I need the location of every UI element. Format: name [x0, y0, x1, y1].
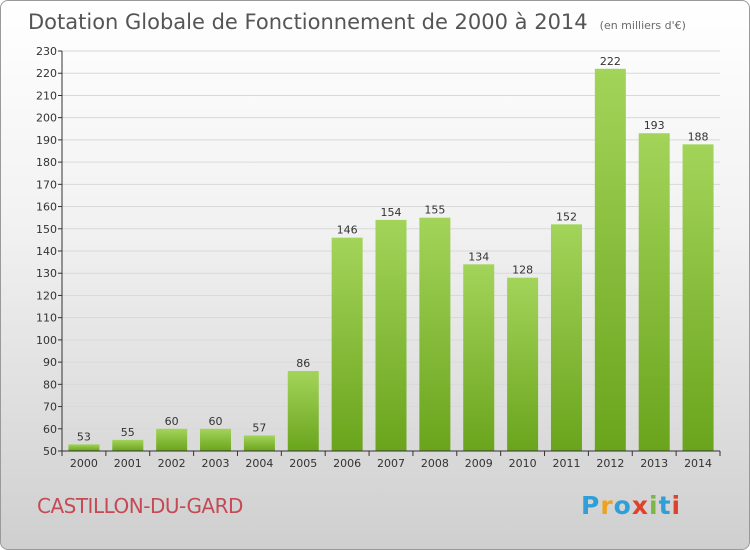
- commune-name: CASTILLON-DU-GARD: [37, 494, 243, 518]
- bar: [550, 224, 582, 451]
- logo-letter: t: [658, 491, 672, 520]
- logo-letter: r: [600, 491, 614, 520]
- x-tick-label: 2001: [114, 457, 142, 470]
- bar: [594, 68, 626, 452]
- bar: [419, 217, 451, 451]
- logo-letter: o: [613, 491, 632, 520]
- bar: [507, 277, 539, 451]
- x-tick-label: 2007: [377, 457, 405, 470]
- y-tick-label: 70: [43, 401, 57, 414]
- y-tick-label: 50: [43, 445, 57, 458]
- x-tick-label: 2000: [70, 457, 98, 470]
- y-tick-label: 120: [36, 289, 57, 302]
- y-tick-label: 210: [36, 89, 57, 102]
- bar: [463, 264, 495, 451]
- bar: [638, 133, 670, 451]
- y-tick-label: 180: [36, 156, 57, 169]
- bar: [243, 435, 275, 451]
- bar: [375, 219, 407, 451]
- bars: [68, 68, 714, 452]
- x-tick-label: 2012: [596, 457, 624, 470]
- y-tick-label: 90: [43, 356, 57, 369]
- y-tick-label: 220: [36, 67, 57, 80]
- x-tick-label: 2011: [552, 457, 580, 470]
- logo-letter: i: [649, 491, 659, 520]
- data-label: 193: [644, 119, 665, 132]
- data-label: 155: [424, 204, 445, 217]
- bar: [156, 428, 188, 451]
- y-tick-label: 170: [36, 178, 57, 191]
- y-tick-label: 230: [36, 45, 57, 58]
- data-label: 53: [77, 430, 91, 443]
- data-label: 57: [252, 421, 266, 434]
- chart-unit-note: (en milliers d'€): [599, 19, 686, 32]
- data-label: 60: [165, 415, 179, 428]
- proxiti-logo: Proxiti: [581, 491, 681, 520]
- y-tick-label: 200: [36, 112, 57, 125]
- logo-letter: x: [631, 491, 649, 520]
- x-tick-label: 2003: [202, 457, 230, 470]
- x-tick-label: 2005: [289, 457, 317, 470]
- y-tick-label: 160: [36, 201, 57, 214]
- data-label: 134: [468, 250, 489, 263]
- bar: [200, 428, 232, 451]
- data-label: 154: [381, 206, 402, 219]
- axes: 50 60 70 80 90 100 110 120 130 140 150 160 170 180 190…: [36, 45, 721, 470]
- data-labels: 53 55 60 60 57 86 146 154 155 134 128 152 222 193 188: [77, 55, 709, 444]
- y-tick-label: 80: [43, 378, 57, 391]
- y-tick-label: 110: [36, 312, 57, 325]
- data-label: 86: [296, 357, 310, 370]
- bar: [682, 144, 714, 452]
- x-tick-label: 2009: [465, 457, 493, 470]
- x-tick-label: 2013: [640, 457, 668, 470]
- logo-letter: i: [671, 491, 682, 520]
- y-tick-label: 60: [43, 423, 57, 436]
- data-label: 222: [600, 55, 621, 68]
- y-tick-label: 150: [36, 223, 57, 236]
- y-tick-label: 130: [36, 267, 57, 280]
- x-tick-label: 2014: [684, 457, 712, 470]
- data-label: 128: [512, 264, 533, 277]
- chart-title-text: Dotation Globale de Fonctionnement de 20…: [28, 10, 588, 34]
- x-tick-label: 2008: [421, 457, 449, 470]
- data-label: 146: [337, 224, 358, 237]
- x-tick-label: 2006: [333, 457, 361, 470]
- data-label: 60: [209, 415, 223, 428]
- data-label: 152: [556, 210, 577, 223]
- logo-letter: P: [581, 491, 601, 520]
- bar: [112, 439, 144, 451]
- x-tick-label: 2004: [245, 457, 273, 470]
- y-tick-label: 140: [36, 245, 57, 258]
- bar: [287, 371, 319, 451]
- bar: [68, 444, 100, 451]
- bar: [331, 237, 363, 451]
- x-tick-label: 2002: [158, 457, 186, 470]
- chart-title: Dotation Globale de Fonctionnement de 20…: [28, 10, 686, 34]
- x-tick-label: 2010: [509, 457, 537, 470]
- y-tick-label: 190: [36, 134, 57, 147]
- y-tick-label: 100: [36, 334, 57, 347]
- data-label: 55: [121, 426, 135, 439]
- data-label: 188: [688, 130, 709, 143]
